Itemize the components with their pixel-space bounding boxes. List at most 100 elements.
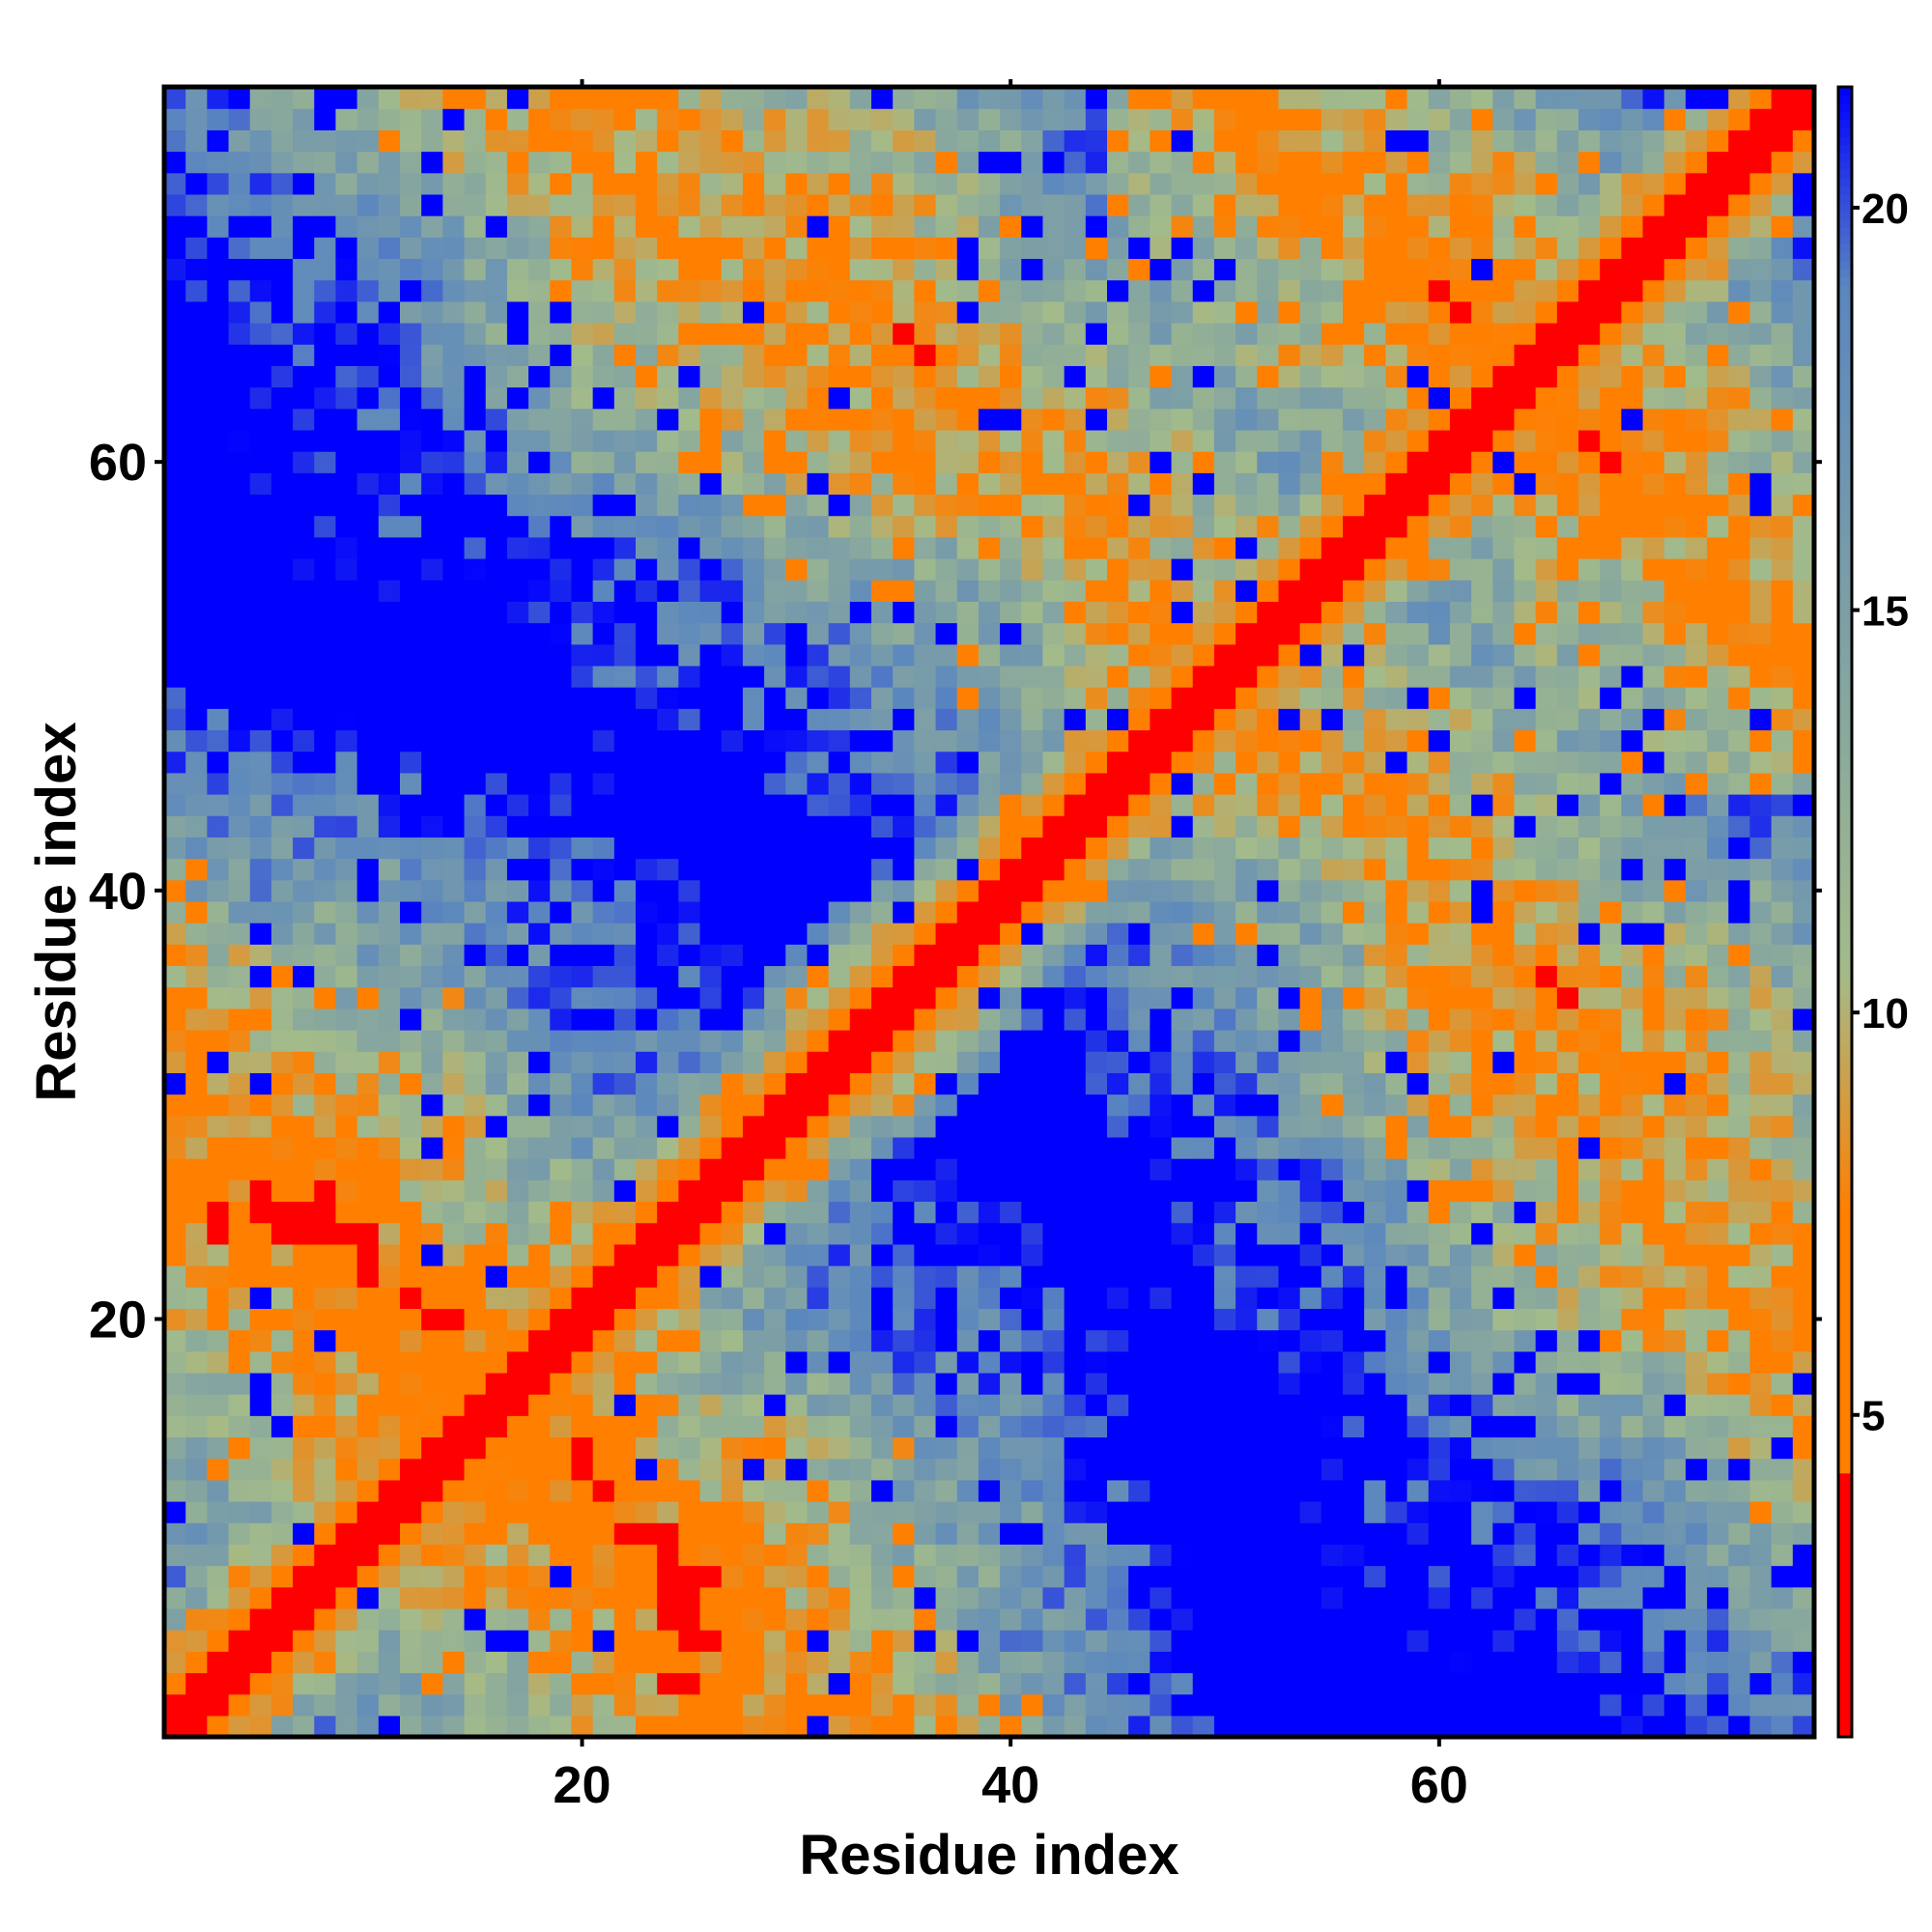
heatmap-cell	[293, 708, 315, 731]
heatmap-cell	[1449, 687, 1472, 709]
heatmap-cell	[678, 837, 701, 860]
heatmap-cell	[828, 1522, 851, 1545]
heatmap-cell	[1343, 344, 1365, 366]
heatmap-cell	[1236, 87, 1258, 109]
heatmap-cell	[1042, 1350, 1065, 1374]
heatmap-cell	[421, 1222, 443, 1245]
heatmap-cell	[914, 1072, 937, 1095]
heatmap-cell	[1364, 1287, 1386, 1309]
heatmap-cell	[1021, 772, 1044, 795]
heatmap-cell	[1064, 300, 1087, 324]
heatmap-cell	[400, 858, 422, 881]
heatmap-cell	[421, 1350, 443, 1374]
heatmap-cell	[764, 1094, 786, 1117]
heatmap-cell	[592, 1222, 615, 1245]
heatmap-cell	[1257, 1607, 1280, 1631]
heatmap-cell	[636, 900, 658, 923]
heatmap-cell	[1535, 794, 1558, 816]
heatmap-cell	[1321, 900, 1344, 923]
heatmap-cell	[1107, 1201, 1129, 1224]
heatmap-cell	[464, 129, 487, 153]
heatmap-cell	[442, 879, 466, 902]
heatmap-cell	[1213, 1051, 1236, 1073]
heatmap-cell	[721, 258, 744, 281]
heatmap-cell	[1064, 794, 1087, 816]
heatmap-cell	[1042, 558, 1065, 581]
heatmap-cell	[871, 1308, 894, 1331]
heatmap-cell	[828, 344, 851, 366]
heatmap-cell	[293, 965, 315, 988]
heatmap-cell	[485, 729, 508, 753]
heatmap-cell	[1236, 1136, 1258, 1159]
heatmap-cell	[442, 1693, 466, 1717]
heatmap-cell	[613, 108, 637, 130]
heatmap-cell	[1213, 1265, 1236, 1288]
heatmap-cell	[785, 1094, 809, 1117]
heatmap-cell	[249, 1630, 272, 1652]
heatmap-cell	[1385, 751, 1408, 774]
heatmap-cell	[1364, 687, 1386, 709]
heatmap-cell	[636, 386, 658, 410]
heatmap-cell	[1085, 494, 1108, 517]
heatmap-cell	[1171, 386, 1194, 410]
heatmap-cell	[1107, 193, 1129, 216]
heatmap-cell	[228, 1008, 251, 1031]
heatmap-cell	[506, 429, 529, 452]
heatmap-cell	[978, 1179, 1001, 1203]
heatmap-cell	[293, 172, 315, 195]
heatmap-cell	[1042, 408, 1065, 431]
heatmap-cell	[785, 1501, 809, 1523]
heatmap-cell	[849, 1308, 872, 1331]
heatmap-cell	[849, 1030, 872, 1052]
heatmap-cell	[764, 965, 786, 988]
heatmap-cell	[678, 643, 701, 667]
heatmap-cell	[613, 1715, 637, 1738]
heatmap-cell	[1064, 193, 1087, 216]
heatmap-cell	[678, 708, 701, 731]
heatmap-cell	[678, 258, 701, 281]
heatmap-cell	[421, 323, 443, 345]
heatmap-cell	[721, 1265, 744, 1288]
heatmap-cell	[1535, 1072, 1558, 1095]
heatmap-cell	[1278, 1158, 1301, 1180]
heatmap-cell	[400, 1479, 422, 1502]
heatmap-cell	[742, 258, 765, 281]
heatmap-cell	[1150, 1008, 1173, 1031]
heatmap-cell	[1514, 1072, 1537, 1095]
heatmap-cell	[164, 386, 186, 410]
heatmap-cell	[613, 643, 637, 667]
heatmap-cell	[1428, 729, 1451, 753]
heatmap-cell	[893, 1136, 915, 1159]
heatmap-cell	[1343, 837, 1365, 860]
heatmap-cell	[442, 1265, 466, 1288]
heatmap-cell	[1000, 772, 1022, 795]
heatmap-cell	[828, 622, 851, 645]
heatmap-cell	[1171, 815, 1194, 838]
heatmap-cell	[678, 858, 701, 881]
heatmap-cell	[849, 1651, 872, 1674]
heatmap-cell	[1021, 172, 1044, 195]
heatmap-cell	[485, 643, 508, 667]
heatmap-cell	[1364, 1265, 1386, 1288]
heatmap-cell	[1428, 1243, 1451, 1266]
heatmap-cell	[678, 751, 701, 774]
heatmap-cell	[249, 900, 272, 923]
heatmap-cell	[956, 172, 980, 195]
heatmap-cell	[185, 1586, 208, 1609]
heatmap-cell	[1278, 215, 1301, 238]
heatmap-cell	[550, 923, 573, 945]
heatmap-cell	[293, 515, 315, 538]
heatmap-cell	[1236, 1693, 1258, 1717]
heatmap-cell	[1064, 279, 1087, 302]
heatmap-cell	[356, 1693, 380, 1717]
heatmap-cell	[164, 601, 186, 624]
heatmap-cell	[956, 1222, 980, 1245]
heatmap-cell	[207, 1201, 230, 1224]
heatmap-cell	[592, 1672, 615, 1695]
heatmap-cell	[421, 1715, 443, 1738]
heatmap-cell	[1000, 622, 1022, 645]
heatmap-cell	[1428, 1565, 1451, 1588]
heatmap-cell	[657, 729, 679, 753]
heatmap-cell	[1192, 151, 1215, 174]
heatmap-cell	[1000, 108, 1022, 130]
